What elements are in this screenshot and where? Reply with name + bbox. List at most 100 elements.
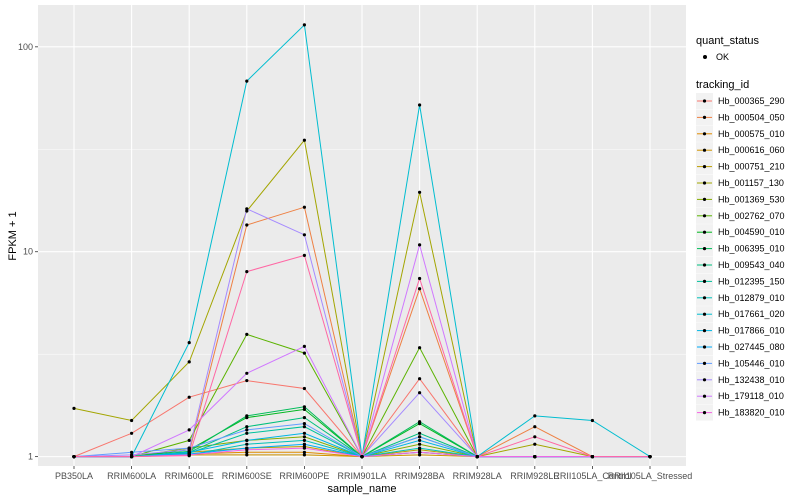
data-point (245, 438, 249, 442)
data-point (72, 455, 76, 459)
data-point (187, 428, 191, 432)
data-point (418, 438, 422, 442)
data-point (418, 442, 422, 446)
legend-color-label: Hb_017661_020 (718, 309, 785, 319)
x-tick-label: RRII105LA_Stressed (608, 471, 693, 481)
legend-color-label: Hb_132438_010 (718, 375, 785, 385)
legend-color-label: Hb_105446_010 (718, 358, 785, 368)
legend-color-key-point (702, 296, 707, 300)
data-point (648, 455, 652, 459)
data-point (418, 420, 422, 424)
data-point (533, 425, 537, 429)
data-point (302, 422, 306, 426)
data-point (187, 448, 191, 452)
data-point (302, 425, 306, 429)
x-tick-label: PB350LA (55, 471, 93, 481)
legend-shape-title: quant_status (696, 35, 759, 47)
data-point (302, 453, 306, 457)
legend-color-label: Hb_006395_010 (718, 244, 785, 254)
data-point (302, 233, 306, 237)
x-tick-label: RRIM600SE (222, 471, 272, 481)
data-point (418, 346, 422, 350)
legend-color-key-point (702, 230, 707, 234)
data-point (302, 431, 306, 435)
data-point (302, 351, 306, 355)
legend-color-label: Hb_000365_290 (718, 96, 785, 106)
data-point (418, 377, 422, 381)
legend-color-label: Hb_027445_080 (718, 342, 785, 352)
data-point (533, 435, 537, 439)
legend-color-key-point (702, 411, 707, 415)
data-point (418, 243, 422, 247)
data-point (418, 450, 422, 454)
axis-layer: 1 10 100 PB350LA RRIM600LA RRIM600LE RRIM600SE… (18, 42, 692, 481)
data-point (418, 276, 422, 281)
data-point (302, 407, 306, 411)
data-point (245, 431, 249, 435)
legend-color-key-point (702, 329, 707, 333)
data-point (418, 431, 422, 435)
data-point (418, 446, 422, 450)
legend-color-label: Hb_004590_010 (718, 227, 785, 237)
data-point (187, 454, 191, 458)
data-point (590, 455, 595, 459)
data-point (245, 371, 249, 375)
data-point (302, 205, 306, 209)
data-point (187, 341, 191, 345)
data-point (245, 223, 249, 227)
legend-color-label: Hb_012395_150 (718, 276, 785, 286)
data-point (360, 455, 364, 459)
x-tick-label: RRIM600LA (107, 471, 156, 481)
data-point (418, 453, 422, 457)
data-point (302, 344, 306, 348)
legend-color-title: tracking_id (696, 79, 749, 91)
data-point (245, 79, 249, 83)
legend-color-key-point (702, 312, 707, 316)
legend-color-label: Hb_017866_010 (718, 326, 785, 336)
x-tick-label: RRIM928LE (510, 471, 559, 481)
legend-color-key-point (702, 378, 707, 382)
x-tick-label: RRIM928LA (453, 471, 502, 481)
x-axis-title: sample_name (327, 483, 396, 495)
legend-color-key-point (702, 263, 707, 267)
data-point (475, 455, 479, 459)
legend-color-key-point (702, 345, 707, 349)
y-tick-label: 100 (18, 42, 33, 52)
data-point (533, 414, 537, 418)
x-tick-label: RRII105LA_Control (553, 471, 631, 481)
y-tick-label: 1 (28, 452, 33, 462)
data-point (418, 190, 422, 194)
data-point (245, 448, 249, 452)
x-tick-label: RRIM928BA (395, 471, 445, 481)
data-point (590, 418, 595, 423)
data-point (187, 395, 191, 399)
data-point (418, 435, 422, 439)
legend-color-key-point (702, 132, 707, 136)
legend-shape-key (703, 55, 707, 59)
data-point (130, 431, 134, 435)
data-point (302, 23, 306, 27)
legend-color-label: Hb_183820_010 (718, 408, 785, 418)
data-point (187, 438, 191, 442)
legend-color-key-point (702, 99, 707, 103)
legend-color-key-point (702, 394, 707, 398)
legend-shape-label: OK (716, 52, 729, 62)
legend-color-key-point (702, 361, 707, 365)
data-point (245, 270, 249, 274)
legend-color-label: Hb_002762_070 (718, 211, 785, 221)
legend-color-label: Hb_000575_010 (718, 129, 785, 139)
legend-color-key-point (702, 181, 707, 185)
data-point (302, 138, 306, 142)
legend-color-label: Hb_012879_010 (718, 293, 785, 303)
legend-color-key-point (702, 197, 707, 201)
data-point (533, 442, 537, 446)
legend-color-label: Hb_009543_040 (718, 260, 785, 270)
data-point (533, 455, 537, 459)
data-point (245, 425, 249, 429)
data-point (130, 418, 134, 423)
legend-color-label: Hb_000751_210 (718, 162, 785, 172)
data-point (245, 450, 249, 454)
y-axis-title: FPKM + 1 (7, 211, 19, 260)
